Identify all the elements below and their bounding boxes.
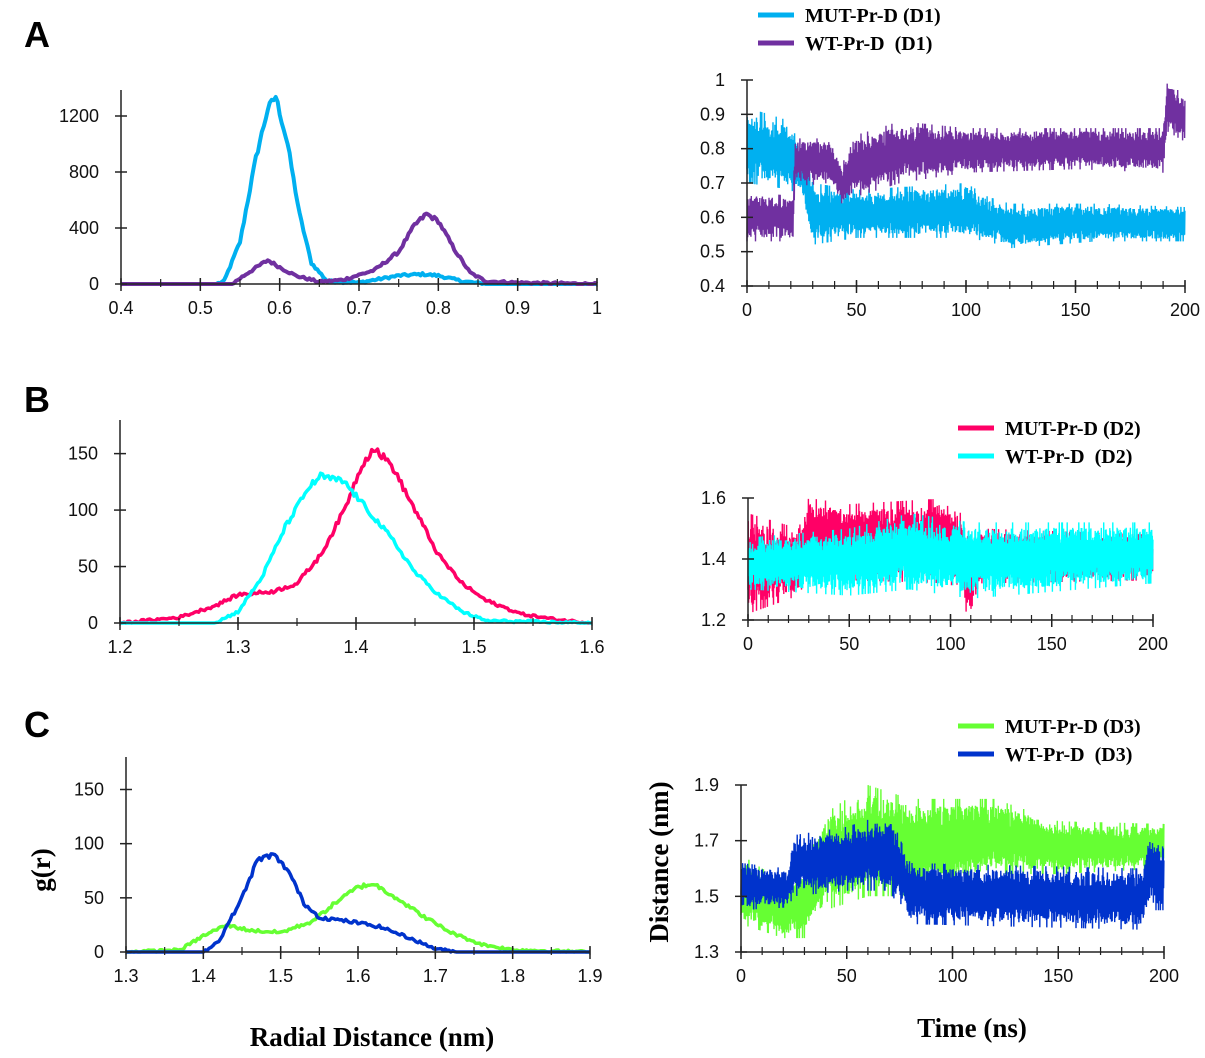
x-tick-label: 200 <box>1170 300 1200 320</box>
x-tick-label: 1.6 <box>345 966 370 986</box>
x-tick-label: 0.5 <box>188 298 213 318</box>
chart-B-rdf: 1.2 1.3 1.4 1.5 1.6 0 50 100 150 B <box>24 379 605 657</box>
chart-C-rdf: 1.3 1.4 1.5 1.6 1.7 1.8 1.9 0 50 100 150 C <box>24 704 603 986</box>
x-tick-label: 1.9 <box>577 966 602 986</box>
panel-label-A: A <box>24 14 50 55</box>
x-tick-label: 1.3 <box>225 637 250 657</box>
y-tick-label: 1.7 <box>694 831 719 851</box>
timeseries-line-1 <box>746 83 1186 242</box>
timeseries-line-1 <box>740 819 1165 930</box>
x-tick-label: 1 <box>592 298 602 318</box>
panel-label-C: C <box>24 704 50 745</box>
x-tick-label: 1.4 <box>191 966 216 986</box>
x-tick-label: 0 <box>742 300 752 320</box>
rdf-curve-0 <box>120 447 592 625</box>
x-tick-label: 50 <box>837 966 857 986</box>
y-tick-label: 50 <box>78 557 98 577</box>
x-tick-label: 1.8 <box>500 966 525 986</box>
y-tick-label: 1200 <box>59 106 99 126</box>
x-tick-label: 0.7 <box>346 298 371 318</box>
x-tick-label: 0.6 <box>267 298 292 318</box>
rdf-curve-1 <box>120 471 592 625</box>
timeseries-line-0 <box>746 111 1186 249</box>
ts-x-axis-label: Time (ns) <box>917 1013 1027 1043</box>
panel-label-B: B <box>24 379 50 420</box>
rdf-curve-1 <box>121 211 598 286</box>
x-tick-label: 200 <box>1138 634 1168 654</box>
x-tick-label: 100 <box>935 634 965 654</box>
y-tick-label: 400 <box>69 218 99 238</box>
y-tick-label: 1.5 <box>694 886 719 906</box>
x-tick-label: 150 <box>1060 300 1090 320</box>
x-tick-label: 1.3 <box>113 966 138 986</box>
y-tick-label: 1.6 <box>701 488 726 508</box>
y-tick-label: 0.7 <box>700 173 725 193</box>
y-tick-label: 150 <box>74 780 104 800</box>
x-tick-label: 1.2 <box>107 637 132 657</box>
rdf-curve-0 <box>121 95 597 286</box>
x-tick-label: 0.9 <box>505 298 530 318</box>
y-tick-label: 100 <box>74 834 104 854</box>
x-tick-label: 1.7 <box>423 966 448 986</box>
y-tick-label: 0.6 <box>700 207 725 227</box>
legend-entry: MUT-Pr-D (D3) <box>1005 716 1141 738</box>
x-tick-label: 1.6 <box>579 637 604 657</box>
timeseries-line-1 <box>747 513 1154 599</box>
y-tick-label: 0 <box>88 613 98 633</box>
y-tick-label: 1.3 <box>694 942 719 962</box>
x-tick-label: 0 <box>736 966 746 986</box>
rdf-y-axis-label: g(r) <box>26 848 56 891</box>
x-tick-label: 100 <box>937 966 967 986</box>
y-tick-label: 0 <box>94 942 104 962</box>
y-tick-label: 1.4 <box>701 549 726 569</box>
x-tick-label: 150 <box>1037 634 1067 654</box>
x-tick-label: 0.4 <box>108 298 133 318</box>
y-tick-label: 0.4 <box>700 276 725 296</box>
x-tick-label: 50 <box>839 634 859 654</box>
y-tick-label: 150 <box>68 444 98 464</box>
rdf-curve-0 <box>126 882 590 954</box>
ts-y-axis-label: Distance (nm) <box>644 781 674 942</box>
legend-entry: MUT-Pr-D (D1) <box>805 5 941 27</box>
chart-B-timeseries: 0 50 100 150 200 1.2 1.4 1.6 MUT-Pr-D (D2) WT-Pr-… <box>701 418 1168 654</box>
y-tick-label: 0.5 <box>700 242 725 262</box>
x-tick-label: 200 <box>1149 966 1179 986</box>
x-tick-label: 1.5 <box>268 966 293 986</box>
x-tick-label: 50 <box>846 300 866 320</box>
legend-entry: WT-Pr-D (D3) <box>1005 744 1132 766</box>
timeseries-line-0 <box>740 785 1165 939</box>
x-tick-label: 1.5 <box>461 637 486 657</box>
rdf-curve-1 <box>126 852 590 954</box>
chart-A-timeseries: 0 50 100 150 200 0.4 0.5 0.6 0.7 0.8 0.9 1 MUT-Pr-D … <box>700 5 1200 320</box>
y-tick-label: 1.9 <box>694 775 719 795</box>
x-tick-label: 0 <box>743 634 753 654</box>
y-tick-label: 50 <box>84 888 104 908</box>
legend-entry: MUT-Pr-D (D2) <box>1005 418 1141 440</box>
x-tick-label: 100 <box>951 300 981 320</box>
y-tick-label: 800 <box>69 162 99 182</box>
chart-C-timeseries: 0 50 100 150 200 1.3 1.5 1.7 1.9 MUT-Pr-D (D3) WT-… <box>694 716 1179 986</box>
chart-A-rdf: 0.4 0.5 0.6 0.7 0.8 0.9 1 0 400 800 1200 A <box>24 14 602 318</box>
legend-entry: WT-Pr-D (D1) <box>805 33 932 55</box>
legend-entry: WT-Pr-D (D2) <box>1005 446 1132 468</box>
x-tick-label: 150 <box>1043 966 1073 986</box>
y-tick-label: 100 <box>68 500 98 520</box>
rdf-x-axis-label: Radial Distance (nm) <box>250 1022 495 1052</box>
x-tick-label: 1.4 <box>343 637 368 657</box>
y-tick-label: 0.8 <box>700 139 725 159</box>
y-tick-label: 0 <box>89 274 99 294</box>
y-tick-label: 1 <box>715 70 725 90</box>
x-tick-label: 0.8 <box>426 298 451 318</box>
y-tick-label: 0.9 <box>700 104 725 124</box>
y-tick-label: 1.2 <box>701 610 726 630</box>
